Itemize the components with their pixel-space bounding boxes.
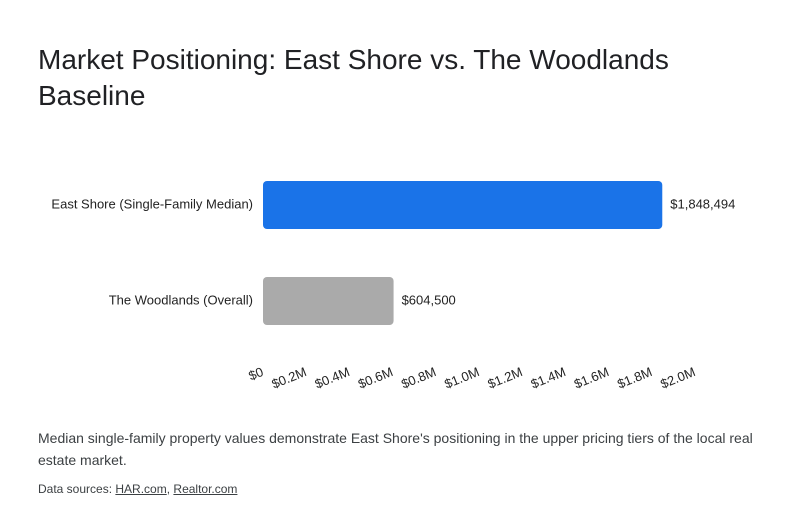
x-tick-label: $1.2M — [485, 364, 524, 391]
y-tick-label: East Shore (Single-Family Median) — [51, 196, 253, 211]
x-tick-label: $0.8M — [399, 364, 438, 391]
x-tick-label: $0 — [246, 364, 265, 383]
x-tick-label: $1.6M — [572, 364, 611, 391]
source-link[interactable]: Realtor.com — [167, 482, 237, 496]
x-tick-label: $1.4M — [529, 364, 568, 391]
x-tick-label: $2.0M — [658, 364, 697, 391]
x-tick-label: $0.4M — [313, 364, 352, 391]
y-tick-label: The Woodlands (Overall) — [109, 292, 253, 307]
x-tick-label: $0.6M — [356, 364, 395, 391]
source-link[interactable]: HAR.com — [115, 482, 167, 496]
chart: $0 $0.2M $0.4M $0.6M $0.8M $1.0M $1.2M $1.4M $1.… — [51, 181, 735, 392]
source-links: HAR.comRealtor.com — [115, 482, 237, 496]
bar — [263, 181, 663, 229]
chart-title: Market Positioning: East Shore vs. The W… — [38, 44, 669, 111]
x-tick-label: $1.8M — [615, 364, 654, 391]
caption: Median single-family property values dem… — [38, 430, 753, 468]
x-tick-label: $1.0M — [442, 364, 481, 391]
sources: Data sources: HAR.comRealtor.com — [38, 482, 237, 496]
sources-label: Data sources: — [38, 482, 113, 496]
bar — [263, 277, 394, 325]
value-label: $604,500 — [402, 292, 456, 307]
value-label: $1,848,494 — [670, 196, 735, 211]
x-tick-label: $0.2M — [269, 364, 308, 391]
